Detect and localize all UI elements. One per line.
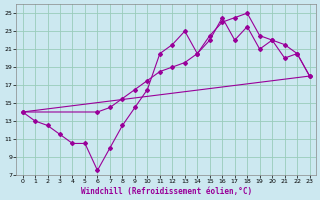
X-axis label: Windchill (Refroidissement éolien,°C): Windchill (Refroidissement éolien,°C): [81, 187, 252, 196]
